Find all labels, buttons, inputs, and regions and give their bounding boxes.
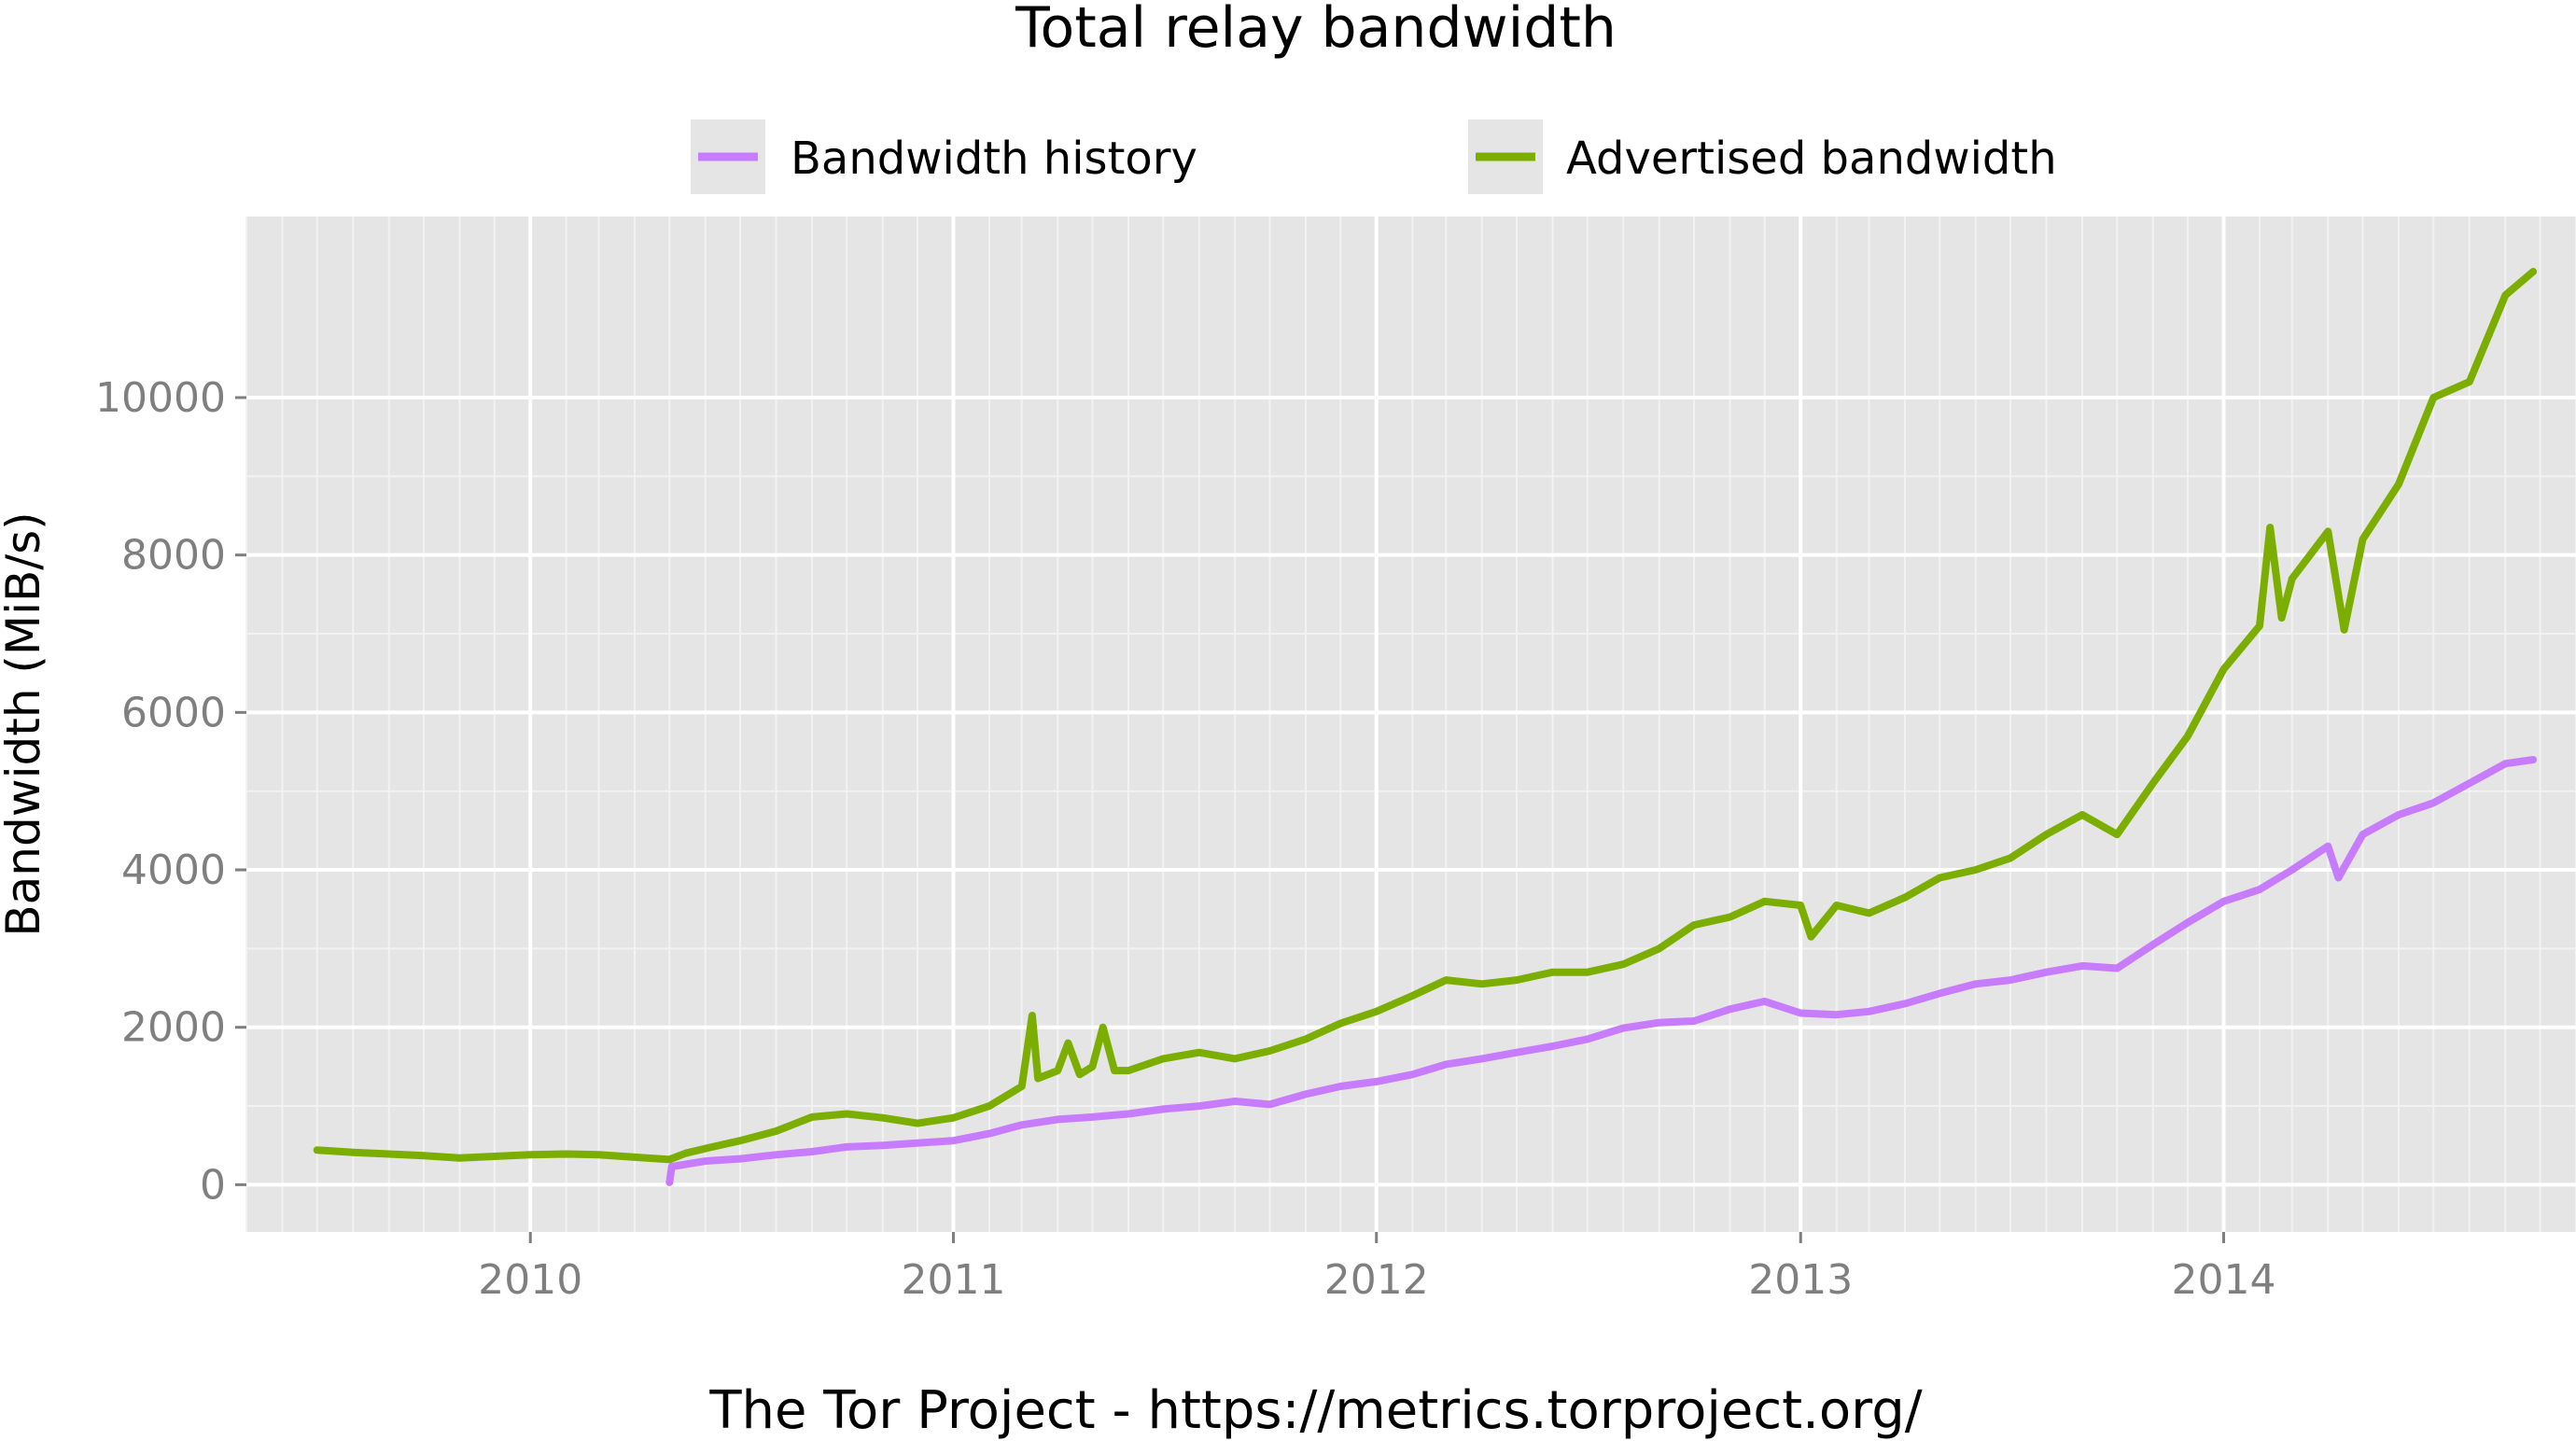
- y-tick-label: 6000: [121, 689, 226, 736]
- x-tick-label: 2011: [902, 1256, 1006, 1304]
- plot-panel: [246, 217, 2576, 1232]
- y-tick-label: 10000: [95, 374, 226, 422]
- legend: Bandwidth history Advertised bandwidth: [691, 119, 2057, 194]
- x-axis: 2010 2011 2012 2013 2014: [478, 1232, 2275, 1304]
- y-tick-label: 2000: [121, 1004, 226, 1052]
- y-axis-title: Bandwidth (MiB/s): [0, 511, 50, 936]
- grid-minor: [245, 217, 2576, 1232]
- legend-label-bandwidth-history: Bandwidth history: [791, 133, 1197, 185]
- y-tick-label: 0: [200, 1161, 226, 1209]
- chart-title: Total relay bandwidth: [1015, 0, 1617, 61]
- y-tick-label: 4000: [121, 846, 226, 894]
- chart-caption: The Tor Project - https://metrics.torpro…: [708, 1380, 1922, 1441]
- series-line-advertised-bandwidth: [313, 268, 2538, 1164]
- series-layer: [313, 268, 2538, 1186]
- grid-major: [246, 217, 2576, 1232]
- x-tick-label: 2014: [2172, 1256, 2276, 1304]
- x-tick-label: 2010: [478, 1256, 582, 1304]
- x-tick-label: 2012: [1324, 1256, 1429, 1304]
- series-line-bandwidth-history: [665, 756, 2538, 1186]
- y-tick-label: 8000: [121, 532, 226, 580]
- x-tick-label: 2013: [1748, 1256, 1853, 1304]
- y-axis: 0 2000 4000 6000 8000 10000: [95, 374, 246, 1209]
- legend-label-advertised-bandwidth: Advertised bandwidth: [1566, 133, 2057, 185]
